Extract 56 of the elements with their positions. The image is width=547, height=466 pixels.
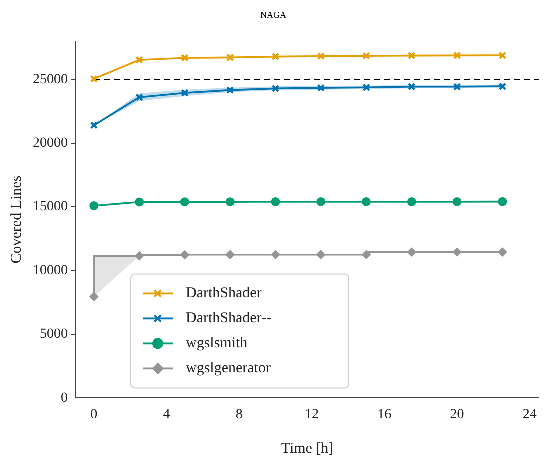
point — [408, 82, 416, 91]
point — [362, 84, 370, 92]
point — [362, 250, 372, 260]
y-tick-label: 5000 — [40, 327, 68, 342]
point — [181, 54, 189, 62]
point — [271, 197, 280, 206]
x-tick-label: 8 — [236, 407, 243, 422]
x-axis-title: Time [h] — [281, 440, 334, 457]
point — [407, 248, 416, 257]
point — [317, 52, 326, 60]
x-tick-label: 16 — [378, 407, 392, 422]
point — [226, 54, 234, 62]
x-tick-label: 0 — [90, 407, 98, 422]
point — [135, 252, 144, 261]
point — [498, 248, 508, 257]
point — [453, 52, 462, 60]
point — [362, 52, 370, 60]
y-tick-label: 10000 — [33, 263, 68, 278]
x-tick-label: 24 — [522, 407, 537, 422]
legend-label: wgslgenerator — [186, 360, 271, 377]
legend-label: DarthShader — [186, 286, 262, 302]
point — [407, 197, 416, 206]
y-tick-label: 25000 — [33, 72, 68, 88]
point — [272, 52, 280, 61]
point — [181, 89, 189, 98]
point — [180, 250, 190, 260]
point — [136, 56, 144, 64]
point — [362, 197, 372, 206]
point — [408, 52, 416, 60]
y-tick-label: 0 — [61, 390, 68, 406]
point — [136, 94, 144, 102]
point — [180, 198, 190, 207]
point — [452, 248, 462, 257]
point — [226, 86, 234, 94]
y-tick-label: 20000 — [33, 136, 68, 152]
x-tick-label: 4 — [163, 407, 170, 422]
point — [90, 292, 99, 302]
point — [498, 197, 508, 206]
point — [226, 198, 235, 207]
chart-title: naga — [260, 6, 288, 22]
point — [135, 198, 144, 207]
point — [317, 84, 326, 92]
x-tick-label: 20 — [450, 407, 464, 422]
point — [452, 197, 462, 206]
legend-label: DarthShader-- — [186, 310, 272, 327]
y-tick-label: 15000 — [33, 200, 68, 215]
point — [316, 250, 326, 260]
point — [90, 202, 99, 211]
point — [272, 84, 280, 93]
x-tick-label: 12 — [305, 407, 320, 422]
y-axis-title: Covered Lines — [8, 176, 25, 264]
point — [271, 250, 280, 260]
point — [453, 82, 462, 91]
point — [226, 250, 235, 260]
point — [316, 197, 326, 206]
legend-label: wgslsmith — [186, 336, 248, 352]
